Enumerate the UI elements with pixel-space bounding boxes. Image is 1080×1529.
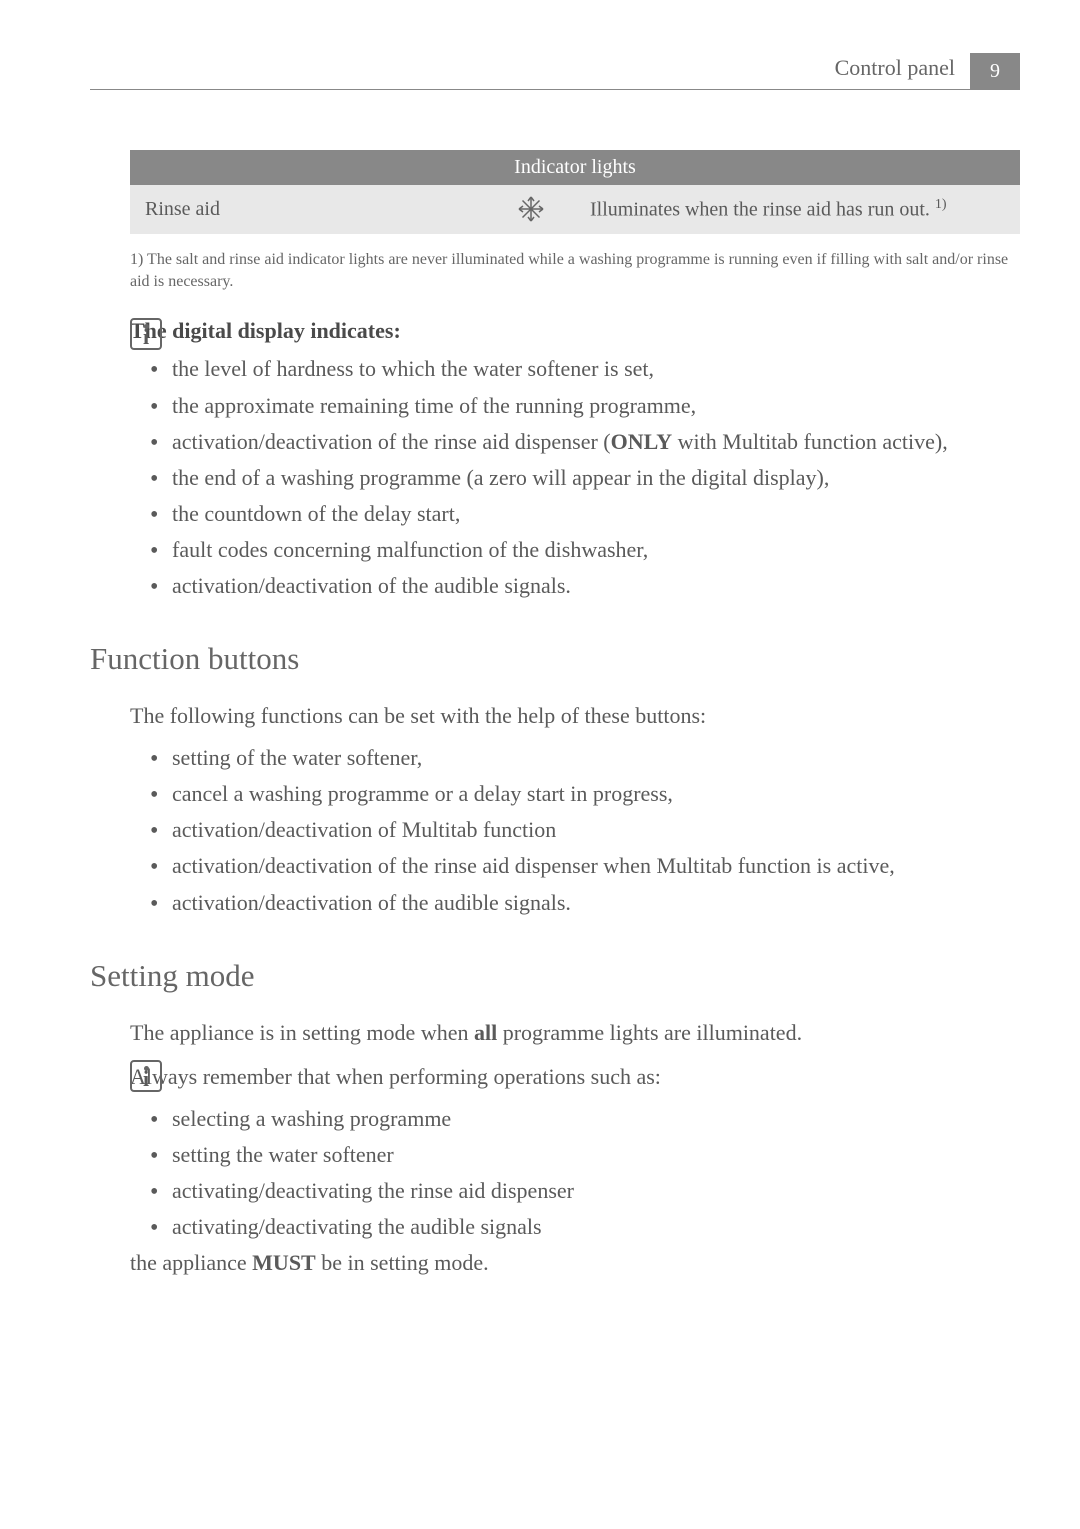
list-item: activating/deactivating the rinse aid di…	[150, 1174, 1020, 1208]
list-item: the approximate remaining time of the ru…	[150, 389, 1020, 423]
header-title: Control panel	[835, 55, 955, 81]
function-buttons-list: setting of the water softener, cancel a …	[130, 741, 1020, 919]
table-cell-description: Illuminates when the rinse aid has run o…	[575, 185, 1020, 234]
list-item: activation/deactivation of the rinse aid…	[150, 849, 1020, 883]
list-item: the countdown of the delay start,	[150, 497, 1020, 531]
list-item: cancel a washing programme or a delay st…	[150, 777, 1020, 811]
list-item: activation/deactivation of the rinse aid…	[150, 425, 1020, 459]
page-header: Control panel 9	[90, 50, 1020, 90]
list-item: selecting a washing programme	[150, 1102, 1020, 1136]
function-buttons-title: Function buttons	[90, 641, 1020, 677]
list-item: activation/deactivation of the audible s…	[150, 569, 1020, 603]
list-item: setting of the water softener,	[150, 741, 1020, 775]
info-icon: i	[130, 318, 162, 350]
list-item: the end of a washing programme (a zero w…	[150, 461, 1020, 495]
table-cell-label: Rinse aid	[130, 186, 486, 233]
setting-mode-list: selecting a washing programme setting th…	[130, 1102, 1020, 1244]
table-header: Indicator lights	[130, 150, 1020, 185]
digital-display-heading: The digital display indicates:	[130, 318, 1020, 344]
snowflake-icon	[486, 194, 575, 224]
footnote-text: 1) The salt and rinse aid indicator ligh…	[130, 249, 1020, 294]
list-item: setting the water softener	[150, 1138, 1020, 1172]
list-item: the level of hardness to which the water…	[150, 352, 1020, 386]
setting-mode-closing: the appliance MUST be in setting mode.	[130, 1246, 1020, 1280]
table-row: Rinse aid Illum	[130, 185, 1020, 234]
page-number: 9	[970, 53, 1020, 89]
setting-mode-info-section: i Always remember that when performing o…	[90, 1060, 1020, 1281]
digital-display-list: the level of hardness to which the water…	[130, 352, 1020, 603]
function-buttons-intro: The following functions can be set with …	[130, 699, 1020, 733]
list-item: activation/deactivation of Multitab func…	[150, 813, 1020, 847]
list-item: activation/deactivation of the audible s…	[150, 886, 1020, 920]
info-icon: i	[130, 1060, 162, 1092]
list-item: fault codes concerning malfunction of th…	[150, 533, 1020, 567]
setting-mode-intro: The appliance is in setting mode when al…	[130, 1016, 1020, 1050]
indicator-table: Indicator lights Rinse aid	[130, 150, 1020, 234]
setting-mode-remember: Always remember that when performing ope…	[130, 1060, 1020, 1094]
list-item: activating/deactivating the audible sign…	[150, 1210, 1020, 1244]
setting-mode-title: Setting mode	[90, 958, 1020, 994]
digital-display-section: i The digital display indicates: the lev…	[90, 318, 1020, 603]
